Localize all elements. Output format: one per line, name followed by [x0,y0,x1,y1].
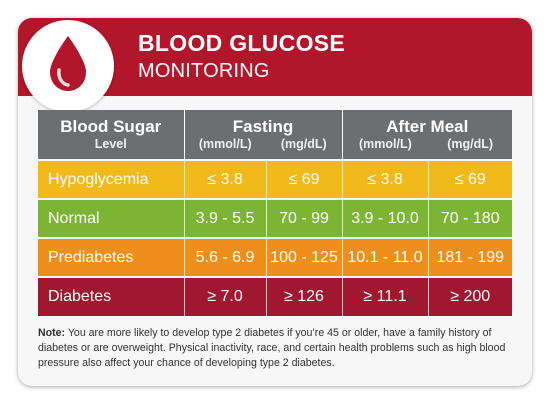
footnote: Note: You are more likely to develop typ… [38,326,516,371]
header-fasting: Fasting (mmol/L) (mg/dL) [183,110,342,160]
table-row-hypoglycemia: Hypoglycemia ≤ 3.8 ≤ 69 ≤ 3.8 ≤ 69 [38,159,512,199]
header-title: BLOOD GLUCOSE [138,30,346,56]
row-label: Normal [38,198,184,238]
row-label: Hypoglycemia [38,159,184,199]
row-label: Prediabetes [38,237,184,277]
header-after-mgdl: (mg/dL) [447,136,494,151]
fasting-mmol-cell: 5.6 - 6.9 [183,237,266,277]
fasting-mgdl-cell: ≥ 126 [265,276,342,316]
after-mmol-cell: ≥ 11.1 [341,276,428,316]
header-after-meal: After Meal (mmol/L) (mg/dL) [341,110,512,160]
note-label: Note: [38,327,66,339]
after-mmol-cell: 3.9 - 10.0 [341,198,428,238]
fasting-mmol-cell: ≤ 3.8 [183,159,266,199]
after-mmol-cell: ≤ 3.8 [341,159,428,199]
after-mgdl-cell: ≤ 69 [427,159,512,199]
table-header-row: Blood Sugar Level Fasting (mmol/L) (mg/d… [38,110,512,160]
table-row-prediabetes: Prediabetes 5.6 - 6.9 100 - 125 10.1 - 1… [38,237,512,277]
after-mmol-cell: 10.1 - 11.0 [341,237,428,277]
fasting-mgdl-cell: ≤ 69 [265,159,342,199]
header-blood-sugar: Blood Sugar Level [60,116,162,151]
after-mgdl-cell: 70 - 180 [427,198,512,238]
fasting-mmol-cell: 3.9 - 5.5 [183,198,266,238]
fasting-mgdl-cell: 100 - 125 [265,237,342,277]
glucose-card: BLOOD GLUCOSE MONITORING Blood Sugar Lev… [18,18,532,386]
row-label: Diabetes [38,276,184,316]
header-fasting-mmol: (mmol/L) [198,136,252,151]
fasting-mmol-cell: ≥ 7.0 [183,276,266,316]
blood-drop-icon [50,36,86,91]
header-fasting-mgdl: (mg/dL) [280,136,327,151]
table-row-normal: Normal 3.9 - 5.5 70 - 99 3.9 - 10.0 70 -… [38,198,512,238]
header-subtitle: MONITORING [138,60,270,82]
after-mgdl-cell: ≥ 200 [427,276,512,316]
blood-drop-badge [22,20,114,112]
after-mgdl-cell: 181 - 199 [427,237,512,277]
fasting-mgdl-cell: 70 - 99 [265,198,342,238]
glucose-table: Blood Sugar Level Fasting (mmol/L) (mg/d… [38,110,512,316]
header-after-mmol: (mmol/L) [358,136,412,151]
table-row-diabetes: Diabetes ≥ 7.0 ≥ 126 ≥ 11.1 ≥ 200 [38,276,512,316]
note-text: You are more likely to develop type 2 di… [38,327,506,369]
